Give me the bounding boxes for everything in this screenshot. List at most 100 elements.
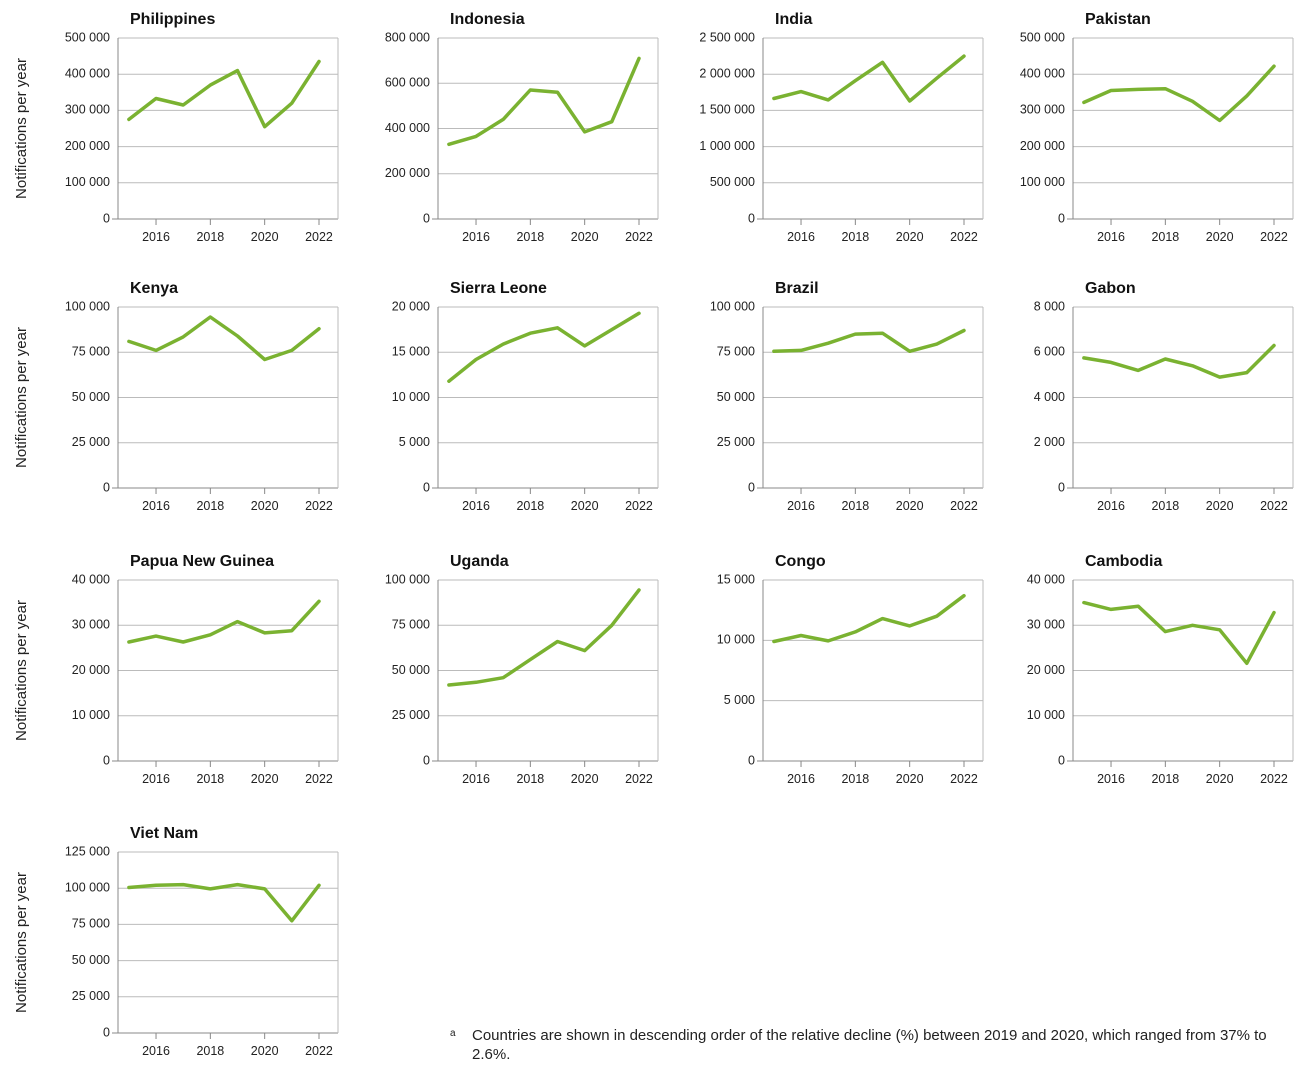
x-tick-label-cambodia-3: 2022 — [1260, 772, 1288, 786]
y-axis-label-row-2: Notifications per year — [13, 327, 30, 468]
x-tick-label-pakistan-2: 2020 — [1206, 230, 1234, 244]
x-tick-label-kenya-0: 2016 — [142, 499, 170, 513]
y-tick-label-papua-new-guinea-0: 0 — [103, 753, 110, 767]
y-tick-label-brazil-1: 25 000 — [717, 435, 755, 449]
x-tick-label-pakistan-0: 2016 — [1097, 230, 1125, 244]
x-tick-label-sierra-leone-3: 2022 — [625, 499, 653, 513]
x-tick-label-india-3: 2022 — [950, 230, 978, 244]
y-tick-label-uganda-3: 75 000 — [392, 618, 430, 632]
x-tick-label-indonesia-0: 2016 — [462, 230, 490, 244]
series-line-india — [772, 54, 966, 103]
x-tick-label-philippines-3: 2022 — [305, 230, 333, 244]
y-tick-label-brazil-3: 75 000 — [717, 345, 755, 359]
y-tick-label-pakistan-4: 400 000 — [1020, 66, 1065, 80]
x-tick-label-philippines-2: 2020 — [251, 230, 279, 244]
x-tick-label-papua-new-guinea-1: 2018 — [196, 772, 224, 786]
y-tick-label-india-4: 2 000 000 — [699, 66, 755, 80]
series-line-brazil — [772, 328, 966, 354]
footnote: a Countries are shown in descending orde… — [450, 1026, 1290, 1064]
x-tick-label-cambodia-1: 2018 — [1151, 772, 1179, 786]
panel-title-pakistan: Pakistan — [1085, 11, 1151, 28]
x-tick-label-uganda-1: 2018 — [516, 772, 544, 786]
x-tick-label-gabon-3: 2022 — [1260, 499, 1288, 513]
x-tick-label-uganda-2: 2020 — [571, 772, 599, 786]
y-tick-label-viet-nam-3: 75 000 — [72, 917, 110, 931]
x-tick-label-indonesia-3: 2022 — [625, 230, 653, 244]
x-tick-label-pakistan-1: 2018 — [1151, 230, 1179, 244]
y-tick-label-sierra-leone-4: 20 000 — [392, 299, 430, 313]
y-tick-label-sierra-leone-2: 10 000 — [392, 390, 430, 404]
y-tick-label-kenya-4: 100 000 — [65, 299, 110, 313]
x-tick-label-india-0: 2016 — [787, 230, 815, 244]
y-tick-label-congo-0: 0 — [748, 753, 755, 767]
y-tick-label-india-2: 1 000 000 — [699, 139, 755, 153]
y-axis-label-row-1: Notifications per year — [13, 58, 30, 199]
series-line-cambodia — [1082, 600, 1276, 666]
y-tick-label-gabon-2: 4 000 — [1034, 390, 1065, 404]
panel-title-brazil: Brazil — [775, 280, 819, 297]
y-tick-label-uganda-0: 0 — [423, 753, 430, 767]
x-tick-label-kenya-3: 2022 — [305, 499, 333, 513]
x-tick-label-philippines-0: 2016 — [142, 230, 170, 244]
x-tick-label-congo-1: 2018 — [841, 772, 869, 786]
y-tick-label-pakistan-3: 300 000 — [1020, 103, 1065, 117]
footnote-marker: a — [450, 1028, 456, 1039]
y-tick-label-papua-new-guinea-2: 20 000 — [72, 663, 110, 677]
y-tick-label-congo-3: 15 000 — [717, 572, 755, 586]
panel-title-viet-nam: Viet Nam — [130, 825, 198, 842]
y-axis-label-row-4: Notifications per year — [13, 872, 30, 1013]
x-tick-label-gabon-0: 2016 — [1097, 499, 1125, 513]
y-tick-label-cambodia-2: 20 000 — [1027, 663, 1065, 677]
panel-title-uganda: Uganda — [450, 553, 509, 570]
panel-title-philippines: Philippines — [130, 11, 215, 28]
y-tick-label-brazil-2: 50 000 — [717, 390, 755, 404]
y-tick-label-philippines-1: 100 000 — [65, 175, 110, 189]
y-tick-label-congo-1: 5 000 — [724, 693, 755, 707]
x-tick-label-papua-new-guinea-3: 2022 — [305, 772, 333, 786]
y-tick-label-kenya-0: 0 — [103, 480, 110, 494]
x-tick-label-cambodia-2: 2020 — [1206, 772, 1234, 786]
y-tick-label-philippines-5: 500 000 — [65, 30, 110, 44]
x-tick-label-uganda-0: 2016 — [462, 772, 490, 786]
y-tick-label-viet-nam-1: 25 000 — [72, 989, 110, 1003]
y-tick-label-sierra-leone-3: 15 000 — [392, 345, 430, 359]
y-tick-label-congo-2: 10 000 — [717, 633, 755, 647]
x-tick-label-india-2: 2020 — [896, 230, 924, 244]
x-tick-label-sierra-leone-0: 2016 — [462, 499, 490, 513]
x-tick-label-kenya-1: 2018 — [196, 499, 224, 513]
y-tick-label-cambodia-4: 40 000 — [1027, 572, 1065, 586]
y-tick-label-india-5: 2 500 000 — [699, 30, 755, 44]
series-line-viet-nam — [127, 882, 321, 923]
series-line-gabon — [1082, 343, 1276, 379]
y-tick-label-papua-new-guinea-4: 40 000 — [72, 572, 110, 586]
x-tick-label-cambodia-0: 2016 — [1097, 772, 1125, 786]
y-tick-label-kenya-2: 50 000 — [72, 390, 110, 404]
y-tick-label-indonesia-2: 400 000 — [385, 121, 430, 135]
x-tick-label-viet-nam-1: 2018 — [196, 1044, 224, 1058]
y-tick-label-gabon-3: 6 000 — [1034, 345, 1065, 359]
y-tick-label-cambodia-0: 0 — [1058, 753, 1065, 767]
panel-title-sierra-leone: Sierra Leone — [450, 280, 547, 297]
y-tick-label-indonesia-4: 800 000 — [385, 30, 430, 44]
y-tick-label-uganda-1: 25 000 — [392, 708, 430, 722]
y-tick-label-india-3: 1 500 000 — [699, 103, 755, 117]
y-tick-label-philippines-4: 400 000 — [65, 66, 110, 80]
y-tick-label-sierra-leone-0: 0 — [423, 480, 430, 494]
x-tick-label-kenya-2: 2020 — [251, 499, 279, 513]
y-tick-label-viet-nam-4: 100 000 — [65, 880, 110, 894]
panel-title-cambodia: Cambodia — [1085, 553, 1162, 570]
y-tick-label-india-0: 0 — [748, 211, 755, 225]
footnote-text: Countries are shown in descending order … — [472, 1027, 1267, 1063]
series-line-uganda — [447, 588, 641, 687]
x-tick-label-indonesia-1: 2018 — [516, 230, 544, 244]
y-tick-label-gabon-4: 8 000 — [1034, 299, 1065, 313]
x-tick-label-sierra-leone-1: 2018 — [516, 499, 544, 513]
x-tick-label-indonesia-2: 2020 — [571, 230, 599, 244]
x-tick-label-brazil-0: 2016 — [787, 499, 815, 513]
series-line-congo — [772, 593, 966, 644]
y-tick-label-philippines-0: 0 — [103, 211, 110, 225]
x-tick-label-viet-nam-3: 2022 — [305, 1044, 333, 1058]
series-line-papua-new-guinea — [127, 599, 321, 644]
x-tick-label-sierra-leone-2: 2020 — [571, 499, 599, 513]
